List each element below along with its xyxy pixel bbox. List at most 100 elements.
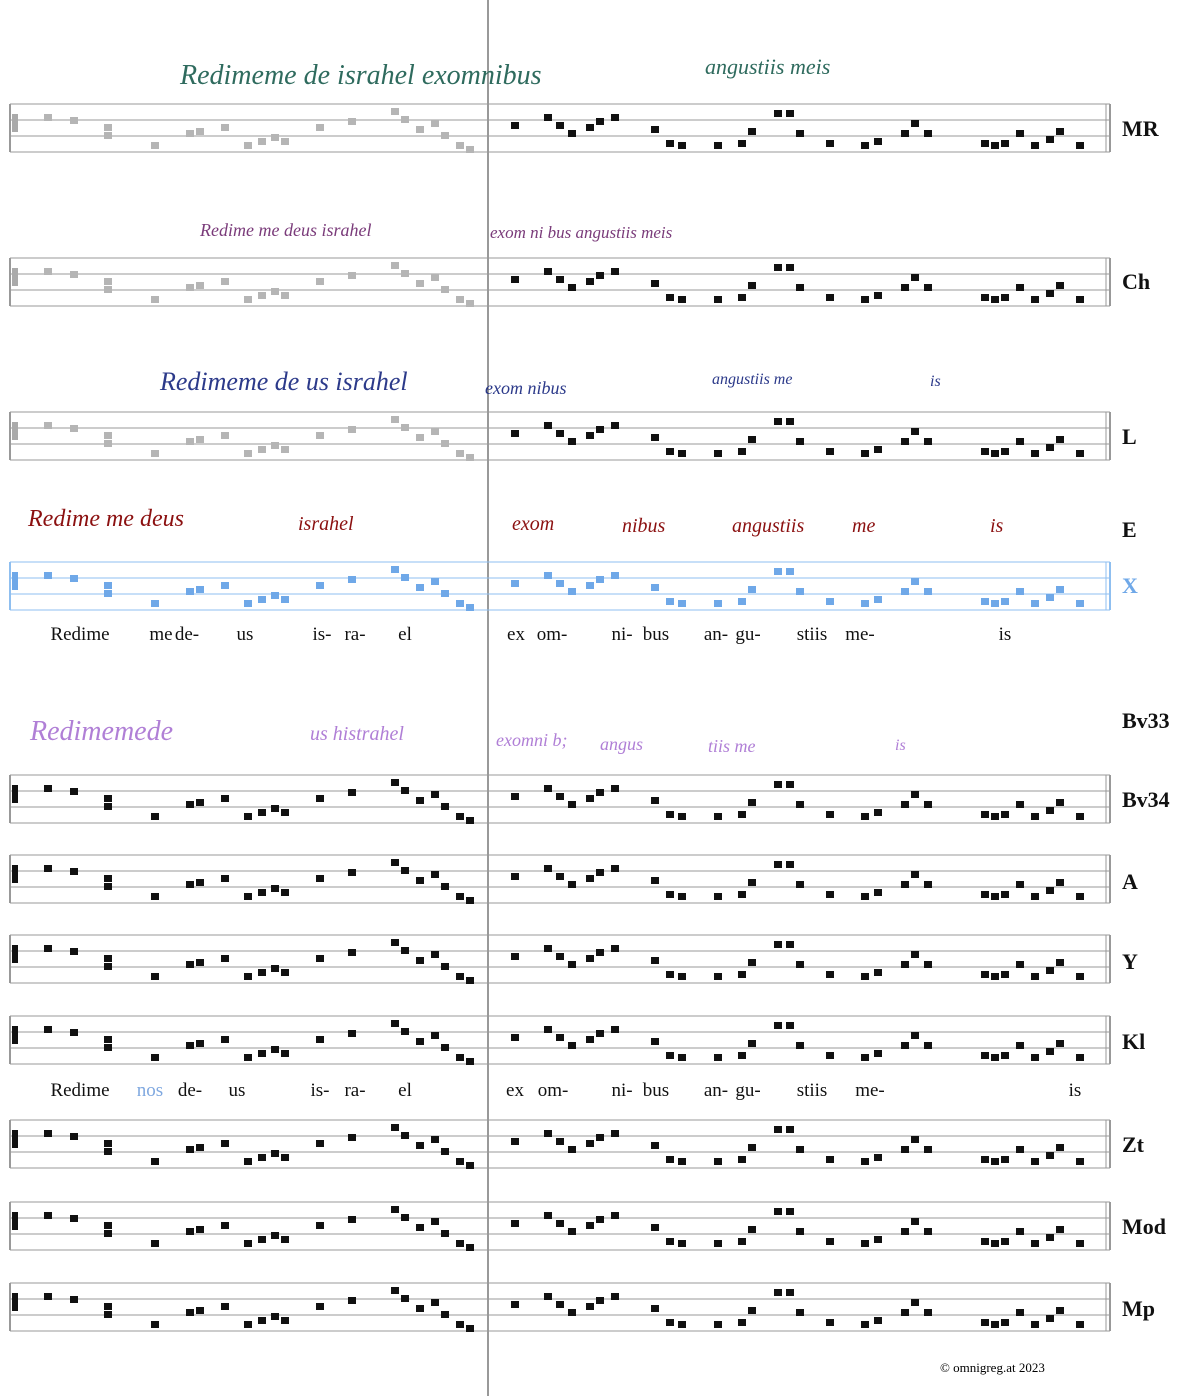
neume — [901, 961, 909, 968]
neume — [1016, 1042, 1024, 1049]
neume — [104, 883, 112, 890]
neume — [104, 132, 112, 139]
neume — [431, 871, 439, 878]
neume — [1016, 961, 1024, 968]
neume — [1001, 1319, 1009, 1326]
manuscript-label: Zt — [1122, 1132, 1145, 1157]
neume — [1076, 1158, 1084, 1165]
neume — [70, 271, 78, 278]
neume — [431, 1136, 439, 1143]
neume — [826, 971, 834, 978]
neume — [738, 1156, 746, 1163]
manuscript-label: MR — [1122, 116, 1160, 141]
neume — [1046, 290, 1054, 297]
neume — [258, 1050, 266, 1057]
neume — [44, 1293, 52, 1300]
neume — [441, 590, 449, 597]
neume — [431, 274, 439, 281]
neume — [70, 788, 78, 795]
neume — [556, 1301, 564, 1308]
neume — [861, 973, 869, 980]
neume — [401, 574, 409, 581]
neume — [796, 1146, 804, 1153]
neume — [748, 436, 756, 443]
neume — [786, 568, 794, 575]
neume — [924, 1146, 932, 1153]
neume — [1031, 973, 1039, 980]
neume — [738, 294, 746, 301]
neume — [456, 296, 464, 303]
neume — [586, 1036, 594, 1043]
neume — [861, 813, 869, 820]
neume — [348, 1134, 356, 1141]
lyric: stiis — [797, 624, 828, 645]
neume — [596, 1134, 604, 1141]
neume — [416, 957, 424, 964]
manuscript-label: Bv34 — [1122, 787, 1170, 812]
clef — [12, 572, 18, 590]
neume — [786, 1208, 794, 1215]
neume — [466, 1058, 474, 1065]
neume — [911, 578, 919, 585]
neume — [611, 114, 619, 121]
neume — [774, 418, 782, 425]
lyric: ni- — [611, 624, 632, 645]
neume — [596, 118, 604, 125]
neume — [874, 1154, 882, 1161]
neume — [431, 1218, 439, 1225]
neume — [678, 296, 686, 303]
neume — [911, 1032, 919, 1039]
lyric: nos — [137, 1080, 163, 1101]
neume — [1016, 438, 1024, 445]
neume — [611, 865, 619, 872]
neume — [70, 1296, 78, 1303]
manuscript-text: exom nibus — [485, 378, 566, 398]
neume — [991, 1054, 999, 1061]
neume — [1031, 450, 1039, 457]
neume — [44, 945, 52, 952]
neume — [774, 781, 782, 788]
neume — [826, 811, 834, 818]
neume — [271, 442, 279, 449]
neume — [826, 294, 834, 301]
neume — [196, 1226, 204, 1233]
neume — [348, 789, 356, 796]
neume — [1001, 1052, 1009, 1059]
neume — [981, 1156, 989, 1163]
neume — [774, 861, 782, 868]
neume — [441, 883, 449, 890]
neume — [186, 588, 194, 595]
neume — [441, 803, 449, 810]
neume — [1076, 296, 1084, 303]
neume — [186, 284, 194, 291]
neume — [271, 1150, 279, 1157]
neume — [1001, 971, 1009, 978]
neume — [874, 1317, 882, 1324]
neume — [1076, 1054, 1084, 1061]
neume — [874, 809, 882, 816]
neume — [441, 1311, 449, 1318]
neume — [924, 961, 932, 968]
neume — [786, 418, 794, 425]
neume — [861, 1240, 869, 1247]
neume — [826, 1319, 834, 1326]
neume — [151, 813, 159, 820]
neume — [796, 961, 804, 968]
neume — [431, 428, 439, 435]
neume — [1016, 881, 1024, 888]
neume — [874, 1050, 882, 1057]
neume — [511, 1034, 519, 1041]
neume — [774, 1208, 782, 1215]
neume — [104, 803, 112, 810]
neume — [1076, 600, 1084, 607]
neume — [281, 138, 289, 145]
lyric: is- — [313, 624, 332, 645]
neume — [431, 951, 439, 958]
neume — [401, 270, 409, 277]
neume — [244, 893, 252, 900]
neume — [151, 1321, 159, 1328]
neume — [441, 1230, 449, 1237]
neume — [556, 122, 564, 129]
neume — [1056, 1144, 1064, 1151]
neume — [981, 1052, 989, 1059]
